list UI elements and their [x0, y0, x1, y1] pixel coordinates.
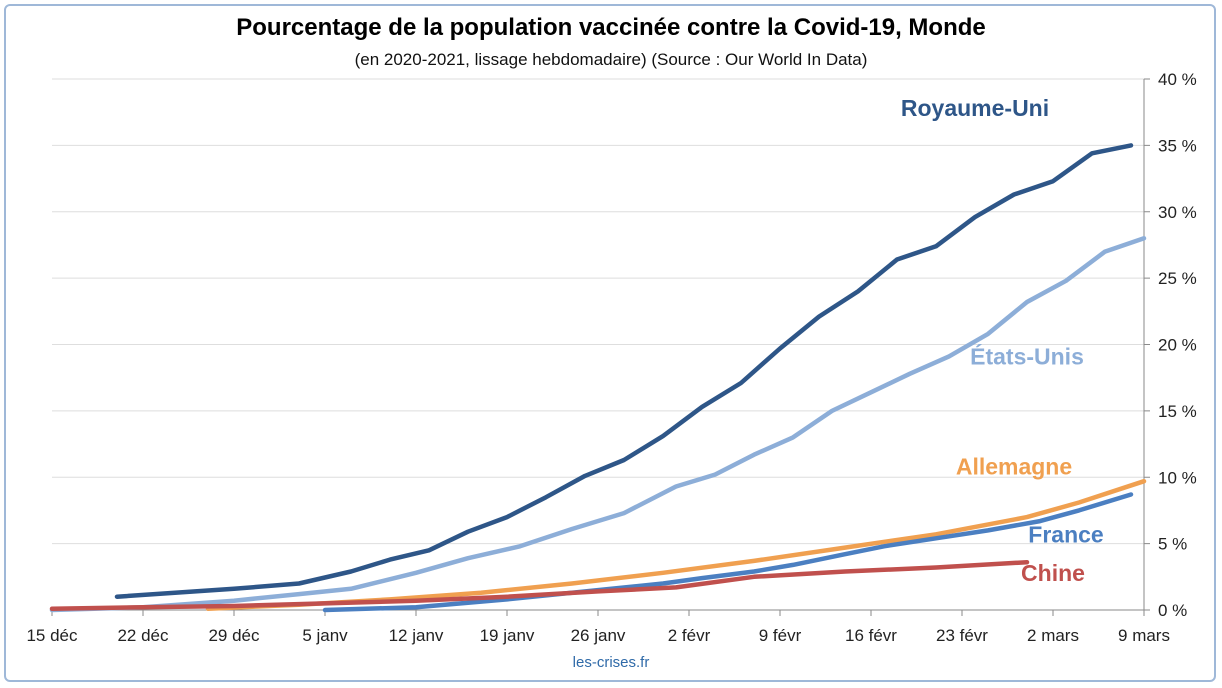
- gridlines: [52, 78, 1144, 545]
- x-tick-label: 5 janv: [302, 626, 348, 645]
- x-tick-label: 16 févr: [845, 626, 897, 645]
- y-tick-label: 20 %: [1158, 336, 1197, 355]
- x-tick-label: 19 janv: [480, 626, 535, 645]
- series-label-royaume-uni: Royaume-Uni: [901, 95, 1049, 121]
- chart-frame: [4, 4, 1216, 682]
- series-line-royaume-uni: [114, 143, 1134, 599]
- series-label-allemagne: Allemagne: [956, 454, 1072, 480]
- source-note: les-crises.fr: [572, 654, 650, 671]
- x-tick-label: 29 déc: [208, 626, 260, 645]
- y-tick-label: 5 %: [1158, 535, 1187, 554]
- axes: [51, 78, 1150, 616]
- x-tick-label: 22 déc: [117, 626, 169, 645]
- y-tick-label: 15 %: [1158, 402, 1197, 421]
- x-tick-label: 2 févr: [668, 626, 711, 645]
- x-tick-label: 9 févr: [759, 626, 802, 645]
- series-label-chine: Chine: [1021, 560, 1085, 586]
- series-line-france: [322, 492, 1134, 613]
- series-line-etats-unis: [49, 236, 1147, 613]
- x-tick-label: 9 mars: [1118, 626, 1170, 645]
- y-tick-label: 25 %: [1158, 269, 1197, 288]
- x-tick-label: 12 janv: [389, 626, 444, 645]
- series-line-chine: [49, 559, 1030, 611]
- chart-title: Pourcentage de la population vaccinée co…: [236, 14, 986, 41]
- tick-labels: 0 % 5 % 10 % 15 % 20 % 25 % 30 % 35 % 40 % 15 déc…: [26, 70, 1196, 645]
- chart-subtitle: (en 2020-2021, lissage hebdomadaire) (So…: [354, 50, 868, 69]
- y-tick-label: 35 %: [1158, 136, 1197, 155]
- series-lines: [49, 143, 1147, 613]
- x-tick-label: 23 févr: [936, 626, 988, 645]
- x-tick-label: 26 janv: [571, 626, 626, 645]
- series-label-france: France: [1028, 521, 1103, 547]
- y-tick-label: 40 %: [1158, 70, 1197, 89]
- y-tick-label: 10 %: [1158, 468, 1197, 487]
- y-tick-label: 0 %: [1158, 601, 1187, 620]
- y-tick-label: 30 %: [1158, 203, 1197, 222]
- x-tick-label: 15 déc: [26, 626, 78, 645]
- series-label-etats-unis: États-Unis: [970, 342, 1084, 369]
- x-tick-label: 2 mars: [1027, 626, 1079, 645]
- series-labels: Royaume-Uni États-Unis Allemagne France Chin…: [901, 95, 1104, 586]
